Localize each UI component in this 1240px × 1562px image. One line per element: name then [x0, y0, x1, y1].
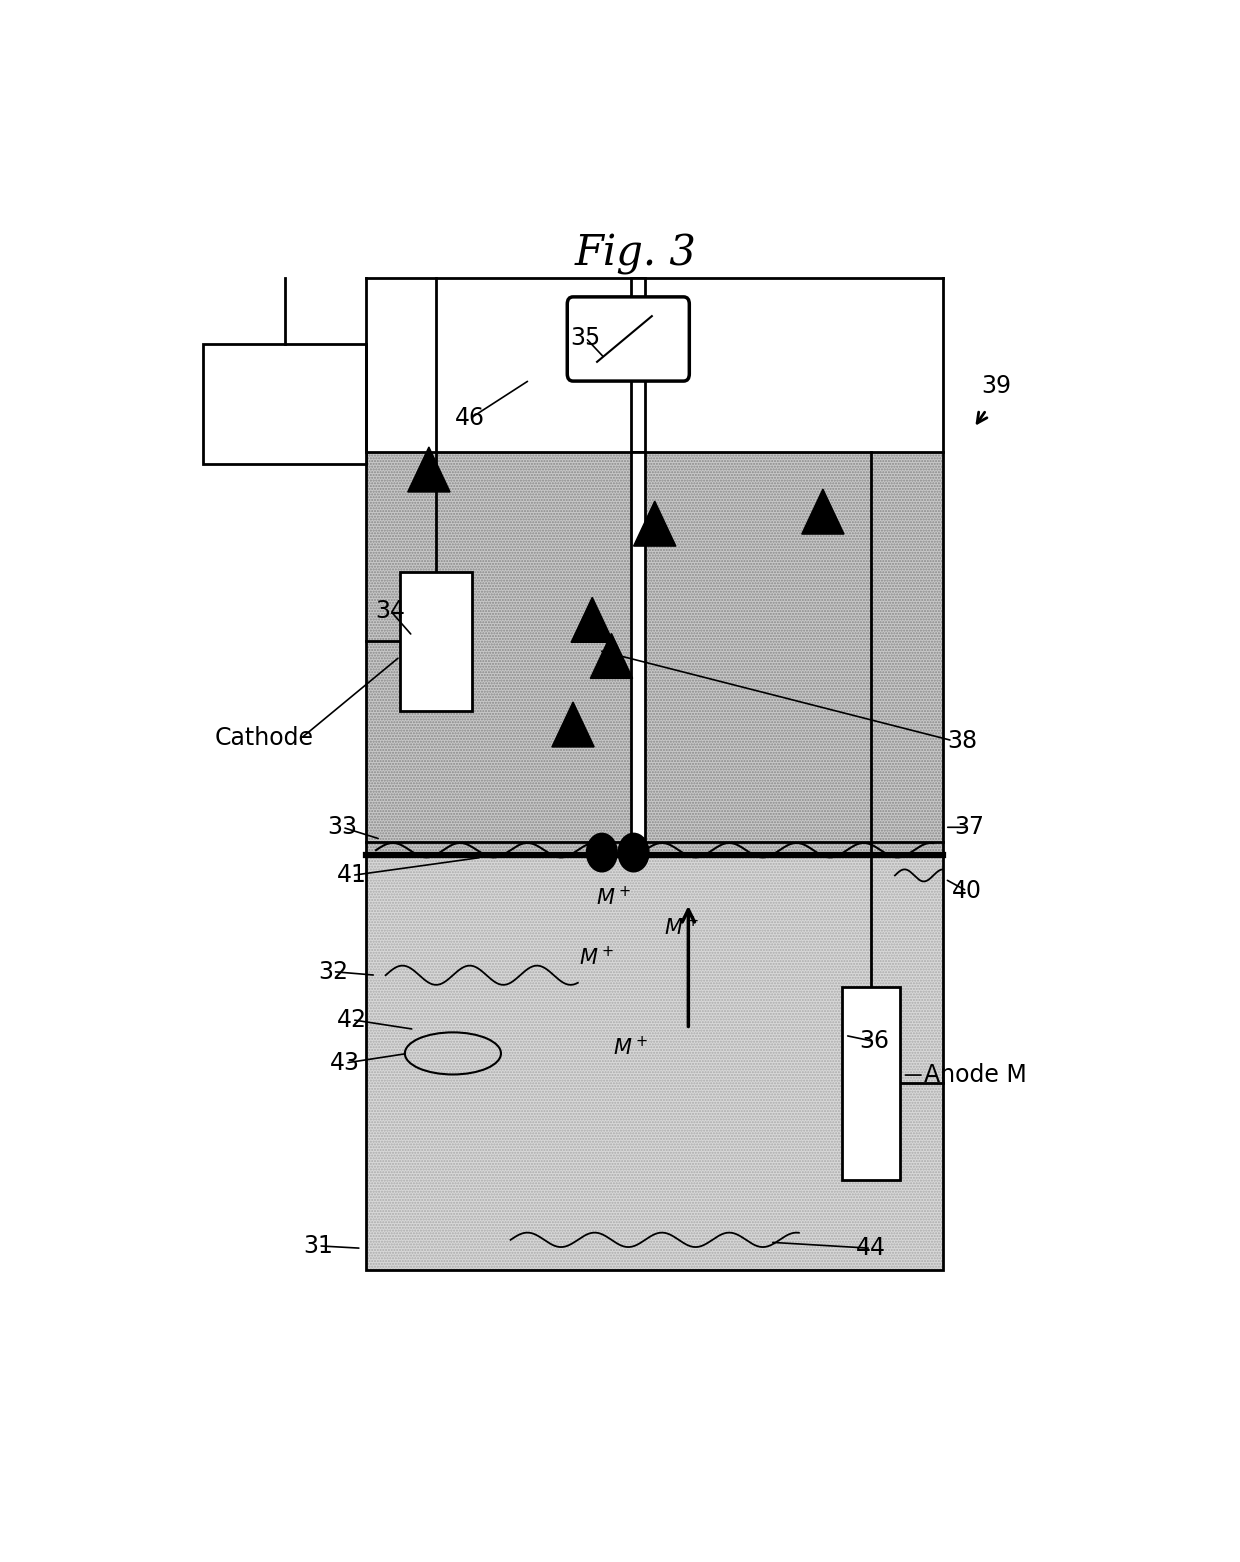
Text: 43: 43	[330, 1051, 361, 1075]
Text: 35: 35	[570, 326, 600, 350]
Text: 41: 41	[337, 864, 367, 887]
Text: 32: 32	[317, 959, 347, 984]
Text: Fig. 3: Fig. 3	[574, 233, 697, 275]
Bar	[631, 278, 645, 451]
Text: $M^+$: $M^+$	[579, 945, 614, 968]
Bar	[842, 987, 900, 1179]
Polygon shape	[802, 489, 844, 534]
Bar	[367, 451, 942, 854]
Polygon shape	[408, 447, 450, 492]
Text: $M^+$: $M^+$	[614, 1036, 649, 1059]
Polygon shape	[552, 701, 594, 747]
Bar	[401, 572, 472, 711]
Bar	[203, 344, 367, 464]
Polygon shape	[634, 501, 676, 547]
Text: 34: 34	[376, 598, 405, 623]
Text: 46: 46	[455, 406, 485, 431]
Circle shape	[619, 833, 649, 872]
Bar	[631, 451, 645, 854]
Text: 44: 44	[856, 1236, 885, 1261]
Text: 39: 39	[981, 373, 1011, 398]
Text: Anode M: Anode M	[924, 1064, 1027, 1087]
Circle shape	[587, 833, 618, 872]
Text: 42: 42	[337, 1007, 367, 1032]
Text: 36: 36	[859, 1029, 889, 1053]
Polygon shape	[572, 597, 614, 642]
Bar	[367, 451, 942, 1270]
Polygon shape	[590, 634, 632, 678]
FancyBboxPatch shape	[567, 297, 689, 381]
Bar	[367, 854, 942, 1270]
Text: 31: 31	[304, 1234, 334, 1257]
Text: 37: 37	[954, 815, 985, 839]
Text: Cathode: Cathode	[215, 726, 314, 750]
Text: $M^+$: $M^+$	[595, 886, 631, 909]
Text: $M^+$: $M^+$	[665, 915, 699, 939]
Text: 38: 38	[947, 729, 977, 753]
Text: 40: 40	[952, 879, 982, 903]
Text: 33: 33	[327, 815, 357, 839]
